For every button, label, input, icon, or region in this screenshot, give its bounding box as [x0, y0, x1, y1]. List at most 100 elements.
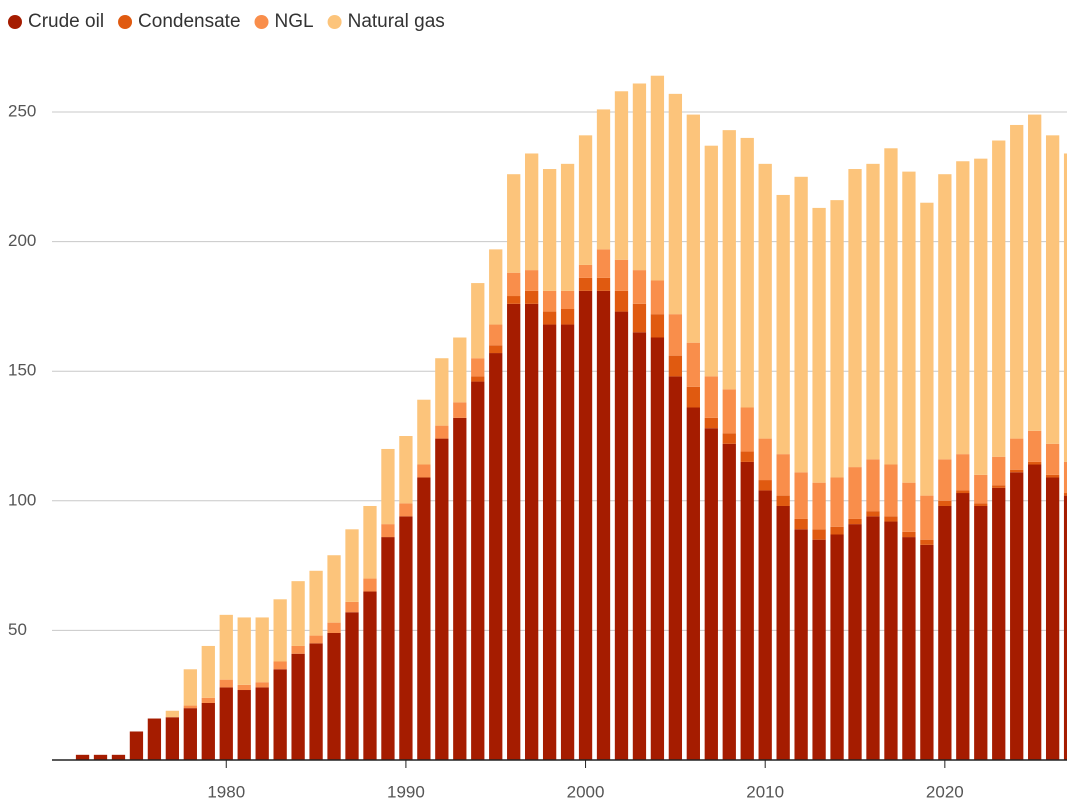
bar-segment: [507, 174, 521, 273]
bar-segment: [255, 682, 269, 688]
bar-segment: [507, 272, 521, 297]
bar-segment: [866, 516, 880, 760]
bar-segment: [489, 353, 503, 760]
bar-segment: [363, 505, 377, 579]
bar-segment: [560, 163, 575, 291]
bar-segment: [866, 163, 880, 460]
bar-segment: [668, 93, 683, 315]
bar-segment: [920, 495, 934, 540]
bar-segment: [740, 407, 754, 452]
bar-segment: [273, 669, 287, 760]
legend-label: Crude oil: [28, 11, 104, 32]
y-tick-label: 50: [8, 620, 27, 639]
bar-segment: [956, 161, 970, 455]
bar-segment: [830, 534, 844, 760]
bar-segment: [201, 702, 215, 760]
bar-segment: [686, 407, 700, 760]
bar-segment: [920, 202, 934, 496]
bar-segment: [974, 158, 988, 475]
bar-segment: [1010, 469, 1024, 473]
bar-segment: [1010, 124, 1024, 439]
bar-segment: [740, 461, 754, 760]
bar-segment: [722, 433, 736, 444]
bar-segment: [183, 669, 197, 706]
bar-segment: [758, 163, 772, 439]
bar-segment: [776, 454, 790, 496]
bar-segment: [435, 425, 449, 439]
bar-segment: [776, 505, 790, 760]
y-tick-label: 100: [8, 490, 36, 509]
bar-segment: [668, 314, 683, 356]
bar-segment: [884, 521, 898, 760]
bar-segment: [938, 459, 952, 501]
bar-segment: [632, 303, 647, 333]
bar-segment: [525, 153, 539, 271]
bar-segment: [399, 436, 413, 504]
bar-segment: [560, 290, 575, 309]
bar-segment: [614, 259, 629, 291]
bar-segment: [632, 83, 647, 271]
bar-segment: [722, 130, 736, 390]
bar-segment: [219, 614, 233, 680]
bar-segment: [812, 482, 826, 530]
bar-segment: [884, 464, 898, 517]
bar-segment: [920, 539, 934, 545]
bar-segment: [165, 710, 180, 718]
bar-segment: [650, 75, 665, 281]
bar-segment: [201, 697, 215, 703]
bar-segment: [237, 690, 251, 760]
bar-segment: [974, 503, 988, 506]
legend-swatch: [254, 15, 269, 29]
bar-segment: [417, 464, 431, 478]
bar-segment: [704, 376, 718, 418]
bar-segment: [327, 632, 341, 760]
bar-segment: [471, 358, 485, 377]
x-tick-label: 2010: [746, 782, 784, 801]
bar-segment: [632, 270, 647, 304]
bar-segment: [650, 337, 665, 760]
bar-segment: [327, 622, 341, 633]
bar-segment: [992, 456, 1006, 486]
bar-segment: [327, 555, 341, 623]
bar-segment: [614, 311, 629, 760]
bar-segment: [884, 148, 898, 465]
bar-segment: [812, 207, 826, 483]
bar-segment: [794, 529, 808, 760]
bar-segment: [812, 539, 826, 760]
bar-segment: [794, 472, 808, 519]
bar-segment: [255, 687, 269, 760]
bar-segment: [560, 308, 575, 325]
bar-segment: [345, 529, 359, 602]
bar-segment: [578, 264, 593, 278]
bar-segment: [525, 270, 539, 291]
bar-segment: [363, 578, 377, 592]
bar-segment: [596, 249, 611, 278]
bar-segment: [1045, 474, 1060, 478]
bar-segment: [758, 490, 772, 760]
bar-segment: [938, 500, 952, 506]
bar-segment: [471, 283, 485, 359]
bar-segment: [848, 518, 862, 525]
bar-segment: [489, 324, 503, 346]
bar-segment: [273, 599, 287, 662]
y-tick-label: 200: [8, 231, 36, 250]
legend-swatch: [327, 15, 342, 29]
bar-segment: [794, 176, 808, 473]
bar-segment: [1063, 461, 1067, 494]
bar-segment: [291, 581, 305, 646]
bar-segment: [650, 280, 665, 315]
bar-segment: [740, 137, 754, 408]
bar-segment: [381, 524, 395, 538]
bar-segment: [255, 617, 269, 683]
bar-segment: [992, 487, 1006, 760]
bar-segment: [381, 537, 395, 760]
x-tick-label: 2020: [926, 782, 964, 801]
bar-segment: [399, 516, 413, 760]
bar-segment: [1010, 438, 1024, 470]
bar-segment: [578, 135, 593, 265]
bar-segment: [1063, 153, 1067, 462]
bar-segment: [938, 174, 952, 460]
bar-segment: [668, 376, 683, 760]
bar-segment: [686, 342, 700, 387]
bar-segment: [1045, 443, 1060, 475]
